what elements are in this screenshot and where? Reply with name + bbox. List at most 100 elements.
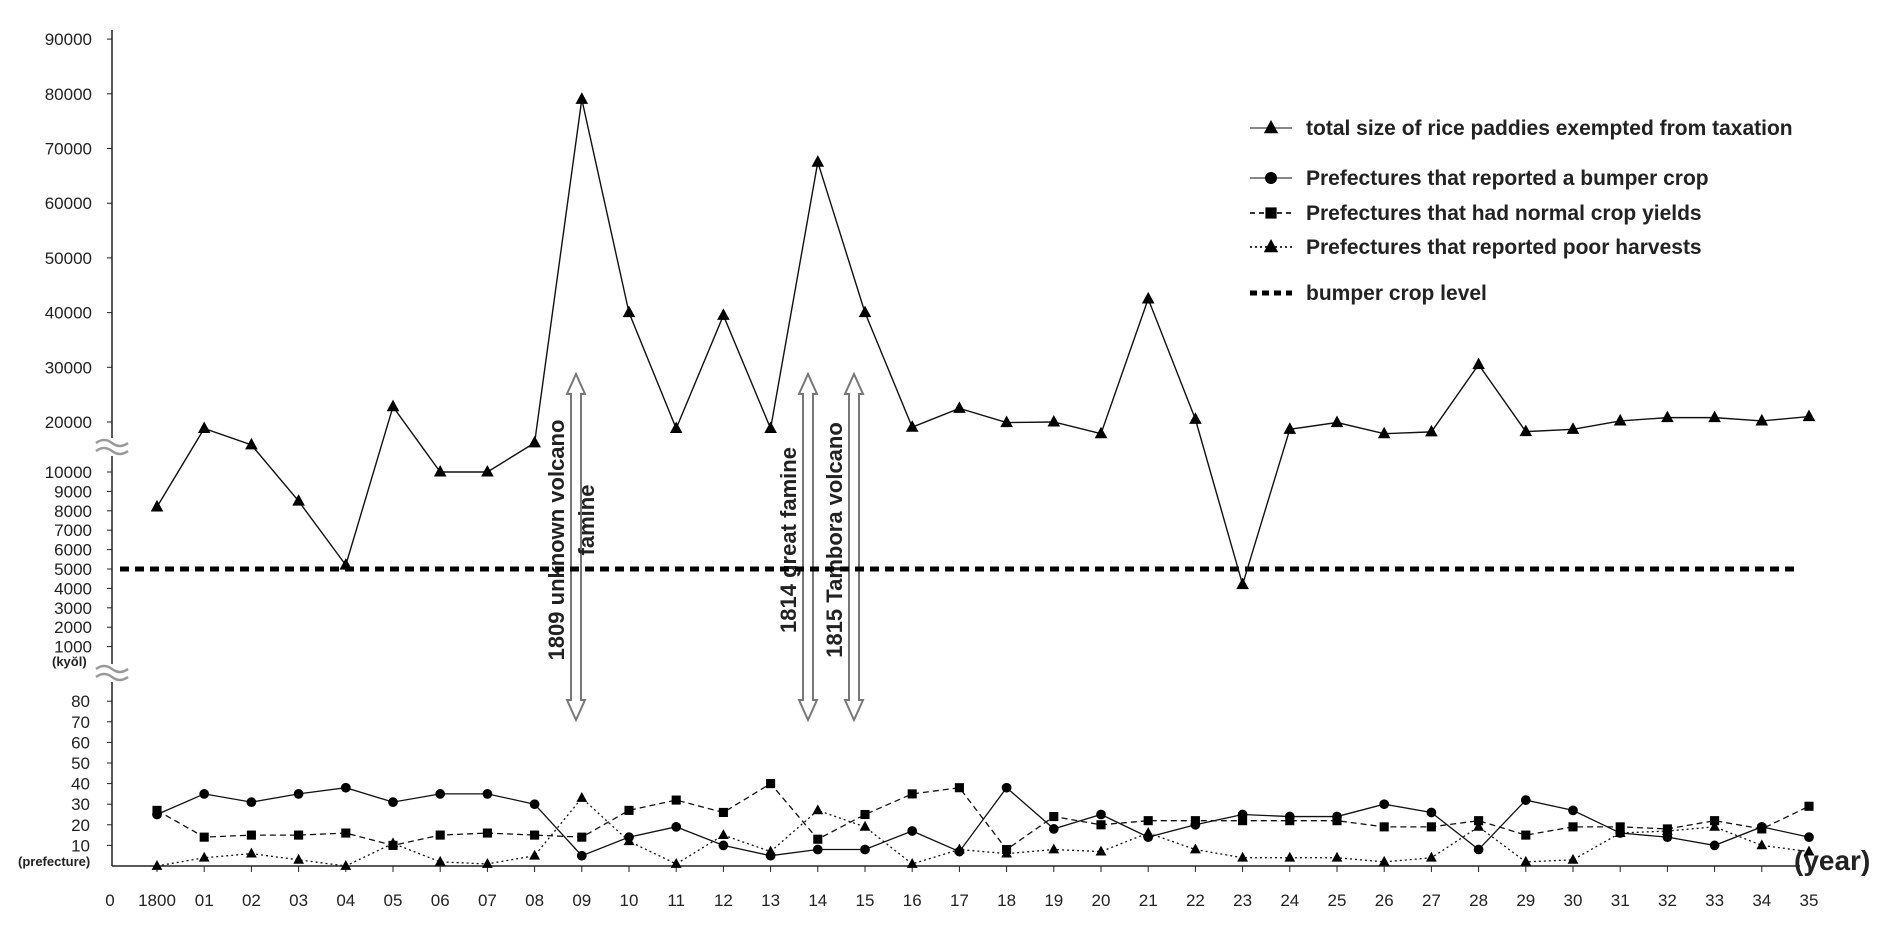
x-tick-label: 09 [572, 891, 591, 910]
lower-series-point [246, 847, 257, 858]
lower-series-point [199, 789, 210, 799]
upper-y-tick-label: 10000 [45, 463, 92, 482]
lower-series-point [1001, 847, 1012, 858]
x-tick-label: 13 [761, 891, 780, 910]
lower-series-point [1757, 824, 1767, 834]
lower-series-point [1048, 843, 1060, 854]
annotation-label: famine [574, 485, 599, 556]
lower-axis-break-wave [95, 664, 129, 674]
lower-y-tick-label: 30 [71, 795, 90, 814]
x-tick-label: 08 [525, 891, 544, 910]
upper-series-point [1755, 413, 1769, 426]
upper-series-0 [150, 92, 1816, 590]
lower-series-point [387, 837, 399, 848]
x-tick-label: 07 [478, 891, 497, 910]
x-tick-label: 16 [903, 891, 922, 910]
series-layer [120, 92, 1816, 870]
annotation-arrow-1815 [843, 371, 865, 723]
lower-series-point [1614, 827, 1626, 837]
lower-series-point [812, 804, 824, 815]
upper-series-point [1566, 422, 1580, 434]
x-tick-label: 03 [289, 891, 308, 910]
annotation-arrows: 1809 unknown volcano famine 1814 great fam… [544, 371, 865, 723]
upper-series-point [717, 308, 730, 320]
lower-series-point [1190, 816, 1200, 826]
lower-series-line [156, 786, 1810, 857]
lower-series-point [1426, 822, 1436, 832]
lower-series-point [1803, 845, 1815, 856]
legend: total size of rice paddies exempted from… [1250, 117, 1793, 305]
lower-series-point [340, 860, 352, 870]
upper-series-point [1802, 409, 1816, 422]
lower-series-point [1238, 816, 1248, 826]
upper-series-point [1047, 415, 1061, 427]
x-tick-label: 26 [1375, 891, 1394, 910]
lower-series-point [530, 830, 540, 840]
lower-series-point [1568, 822, 1578, 832]
lower-series-point [907, 826, 918, 836]
lower-series-point [151, 860, 163, 870]
lower-series-point [1426, 851, 1437, 862]
x-tick-label: 27 [1422, 891, 1441, 910]
lower-series-point [152, 805, 162, 815]
legend-item-2: Prefectures that had normal crop yields [1250, 202, 1702, 225]
x-tick-label: 1800 [138, 891, 176, 910]
lower-series-point [1662, 824, 1673, 835]
x-tick-label: 23 [1233, 891, 1252, 910]
x-tick-label: 15 [856, 891, 875, 910]
lower-axis-break [95, 664, 129, 682]
lower-y-tick-label: 60 [71, 733, 90, 752]
lower-series-point [907, 789, 917, 799]
lower-axis-break-wave [95, 672, 129, 682]
upper-series-point [1708, 410, 1721, 423]
lower-series-point [434, 855, 446, 866]
lower-series-point [1567, 853, 1579, 864]
lower-series-line [156, 797, 1810, 867]
upper-series-point [292, 494, 305, 506]
lower-series-point [766, 779, 776, 789]
upper-y-tick-label: 30000 [45, 358, 92, 377]
x-tick-label: 02 [242, 891, 261, 910]
upper-series-point [1613, 413, 1627, 426]
lower-series-point [199, 832, 209, 842]
legend-swatch-marker [1263, 239, 1279, 253]
lower-series-point [1190, 843, 1201, 854]
lower-series-point [198, 851, 210, 862]
upper-series-point [1377, 426, 1391, 439]
upper-series-line [156, 99, 1810, 587]
lower-series-point [1332, 816, 1342, 826]
annotation-label: 1814 great famine [776, 447, 801, 633]
upper-series-point [669, 421, 683, 434]
x-tick-label: 01 [195, 891, 214, 910]
lower-series-point [529, 799, 540, 810]
upper-y-tick-label: 3000 [54, 599, 92, 618]
lower-series-point [576, 792, 588, 802]
lower-series-point [1473, 820, 1484, 831]
upper-y-tick-label: 4000 [54, 579, 92, 598]
lower-series-point [1568, 805, 1578, 816]
lower-series-point [341, 828, 351, 838]
x-tick-label: 14 [808, 891, 827, 910]
lower-series-point [624, 805, 634, 815]
lower-series-point [718, 829, 729, 839]
x-tick-label: 19 [1044, 891, 1063, 910]
lower-series-point [1001, 782, 1012, 793]
lower-series-point [670, 857, 682, 868]
upper-y-tick-label: 50000 [45, 249, 92, 268]
upper-series-point [528, 435, 541, 448]
lower-series-point [293, 853, 304, 864]
legend-label: Prefectures that reported poor harvests [1306, 236, 1702, 259]
upper-y-tick-label: 6000 [54, 541, 92, 560]
lower-series-point [576, 850, 587, 861]
lower-series-line [156, 782, 1810, 851]
lower-series-point [435, 830, 445, 840]
lower-series-point [812, 844, 823, 855]
upper-series-point [1189, 412, 1202, 424]
x-axis-title: (year) [1794, 845, 1870, 876]
lower-series-point [1095, 845, 1107, 856]
upper-y-tick-label: 5000 [54, 560, 92, 579]
lower-series-point [1615, 822, 1625, 832]
lower-series-point [1049, 812, 1059, 822]
lower-series-point [293, 789, 304, 799]
